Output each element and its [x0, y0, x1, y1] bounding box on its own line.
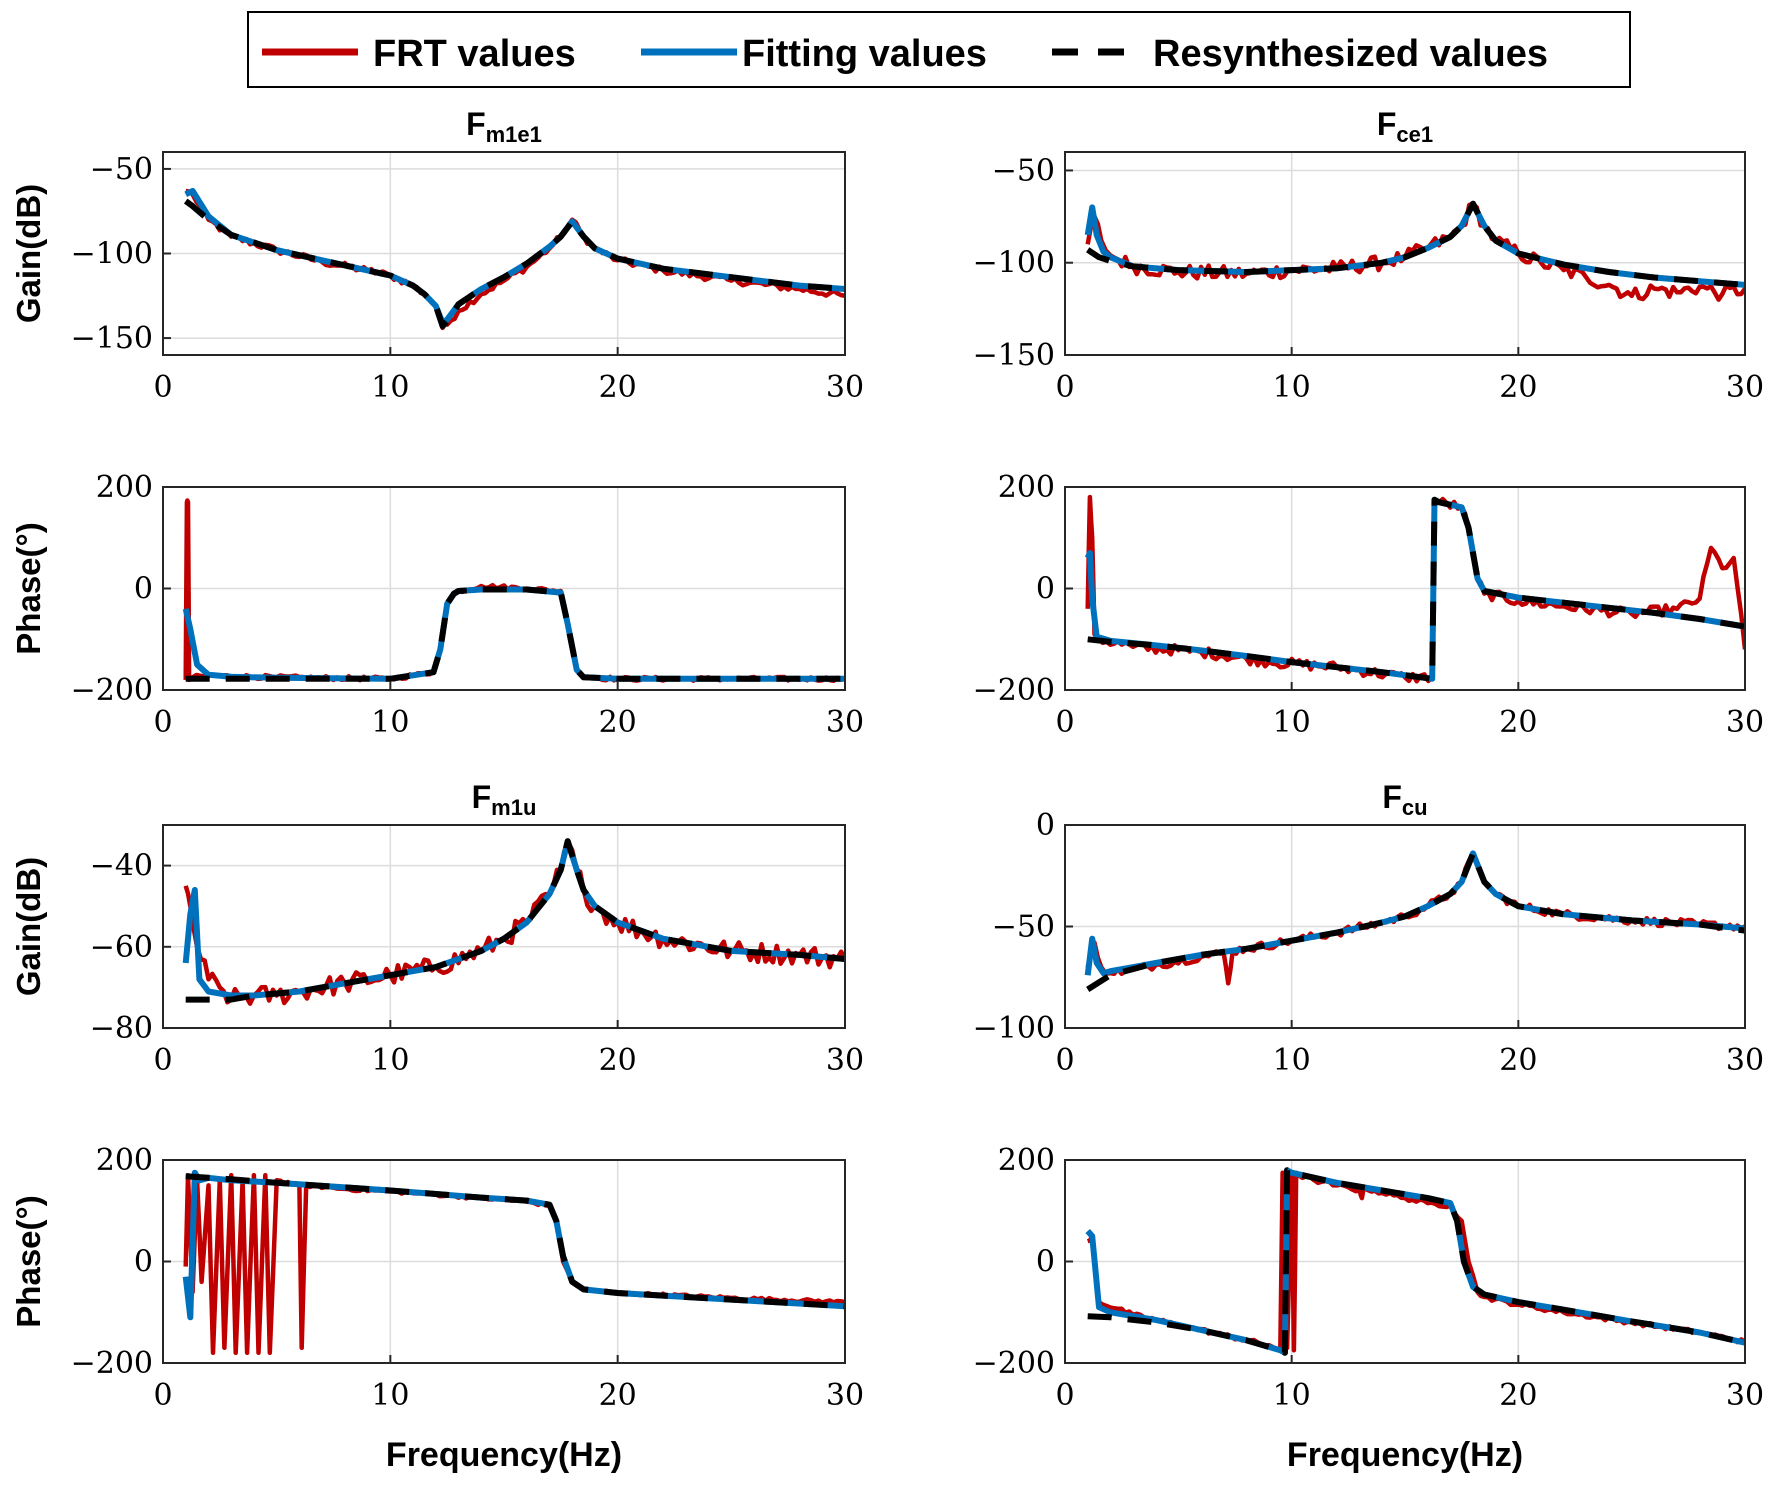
series-line-resynthesized [185, 838, 845, 1003]
x-tick-label: 0 [153, 1378, 172, 1413]
x-tick-label: 0 [1055, 1043, 1074, 1078]
series-line-resynthesized [1087, 1167, 1745, 1356]
x-tick-label: 20 [1499, 1378, 1537, 1413]
y-tick-label: 0 [134, 1245, 153, 1280]
y-tick-label: 200 [998, 1143, 1055, 1178]
panel-gain-ce1: 0 10 20 30 −150 −100 −50 Fce1 [973, 106, 1765, 405]
y-tick-label: 0 [1036, 1245, 1055, 1280]
y-tick-label: −100 [973, 246, 1055, 281]
x-tick-label: 0 [153, 705, 172, 740]
y-tick-label: −100 [973, 1011, 1055, 1046]
y-tick-label: 0 [134, 572, 153, 607]
series-line-resynthesized [185, 1173, 845, 1310]
series-line-frt [185, 188, 845, 331]
y-tick-label: 0 [1036, 572, 1055, 607]
panel-title: Fm1e1 [466, 106, 542, 147]
legend-fitting-label: Fitting values [742, 33, 987, 75]
series-line-resynthesized [183, 198, 845, 330]
legend: FRT values Fitting values Resynthesized … [247, 11, 1631, 88]
y-tick-label: 0 [1036, 808, 1055, 843]
panel-title: Fm1u [472, 779, 537, 820]
legend-box [247, 11, 1631, 88]
x-tick-label: 20 [1499, 370, 1537, 405]
panel-gain-m1u: 0 10 20 30 −80 −60 −40 Fm1u Gain(dB) [10, 779, 864, 1078]
x-tick-label: 10 [1273, 1043, 1311, 1078]
x-tick-label: 30 [1726, 1378, 1764, 1413]
y-tick-label: −50 [992, 153, 1055, 188]
y-tick-label: −200 [71, 673, 153, 708]
x-tick-label: 20 [1499, 705, 1537, 740]
x-tick-label: 10 [1273, 705, 1311, 740]
legend-resynthesized-label: Resynthesized values [1153, 33, 1548, 75]
panel-gain-m1e1: 0 10 20 30 −150 −100 −50 Fm1e1 Gain(dB) [10, 106, 864, 405]
x-tick-label: 0 [153, 1043, 172, 1078]
x-tick-label: 0 [1055, 1378, 1074, 1413]
panel-title: Fcu [1382, 779, 1427, 820]
x-axis-label: Frequency(Hz) [1287, 1436, 1523, 1474]
y-tick-label: 200 [96, 470, 153, 505]
y-tick-label: −80 [90, 1011, 153, 1046]
y-tick-label: 200 [998, 470, 1055, 505]
x-tick-label: 10 [371, 1378, 409, 1413]
x-tick-label: 30 [1726, 1043, 1764, 1078]
legend-frt-label: FRT values [373, 33, 576, 75]
panel-title: Fce1 [1377, 106, 1433, 147]
series-line-fitting [182, 1169, 845, 1321]
y-tick-label: −200 [71, 1346, 153, 1381]
x-tick-label: 20 [599, 1378, 637, 1413]
series-line-fitting [182, 586, 845, 682]
y-tick-label: −100 [71, 237, 153, 272]
x-tick-label: 20 [599, 370, 637, 405]
y-axis-label: Phase(°) [10, 522, 47, 654]
y-tick-label: −50 [992, 910, 1055, 945]
series-line-frt [1085, 201, 1745, 302]
x-tick-label: 10 [1273, 1378, 1311, 1413]
y-tick-label: −200 [973, 1346, 1055, 1381]
x-tick-label: 20 [599, 1043, 637, 1078]
y-tick-label: −200 [973, 673, 1055, 708]
axes-box [1064, 151, 1746, 356]
y-tick-label: −150 [71, 321, 153, 356]
y-tick-label: 200 [96, 1143, 153, 1178]
x-tick-label: 0 [1055, 705, 1074, 740]
axes-box [162, 824, 846, 1029]
x-axis-label: Frequency(Hz) [386, 1436, 622, 1474]
x-tick-label: 30 [826, 705, 864, 740]
x-tick-label: 10 [371, 1043, 409, 1078]
series-line-fitting [182, 838, 845, 999]
x-tick-label: 10 [371, 370, 409, 405]
series-line-resynthesized [185, 586, 845, 682]
panel-gain-cu: 0 10 20 30 −100 −50 0 Fcu [973, 779, 1765, 1078]
y-axis-label: Gain(dB) [10, 184, 47, 323]
x-tick-label: 30 [1726, 705, 1764, 740]
series-line-resynthesized [1086, 850, 1745, 992]
x-tick-label: 20 [599, 705, 637, 740]
y-tick-label: −40 [90, 849, 153, 884]
y-tick-label: −60 [90, 930, 153, 965]
x-tick-label: 30 [826, 370, 864, 405]
x-tick-label: 30 [826, 1043, 864, 1078]
series-line-fitting [184, 187, 845, 326]
x-tick-label: 10 [371, 705, 409, 740]
x-tick-label: 0 [153, 370, 172, 405]
x-tick-label: 30 [1726, 370, 1764, 405]
y-tick-label: −150 [973, 338, 1055, 373]
y-tick-label: −50 [90, 152, 153, 187]
x-tick-label: 0 [1055, 370, 1074, 405]
x-tick-label: 30 [826, 1378, 864, 1413]
y-axis-label: Phase(°) [10, 1195, 47, 1327]
y-axis-label: Gain(dB) [10, 857, 47, 996]
x-tick-label: 10 [1273, 370, 1311, 405]
x-tick-label: 20 [1499, 1043, 1537, 1078]
series-line-resynthesized [1087, 496, 1745, 682]
